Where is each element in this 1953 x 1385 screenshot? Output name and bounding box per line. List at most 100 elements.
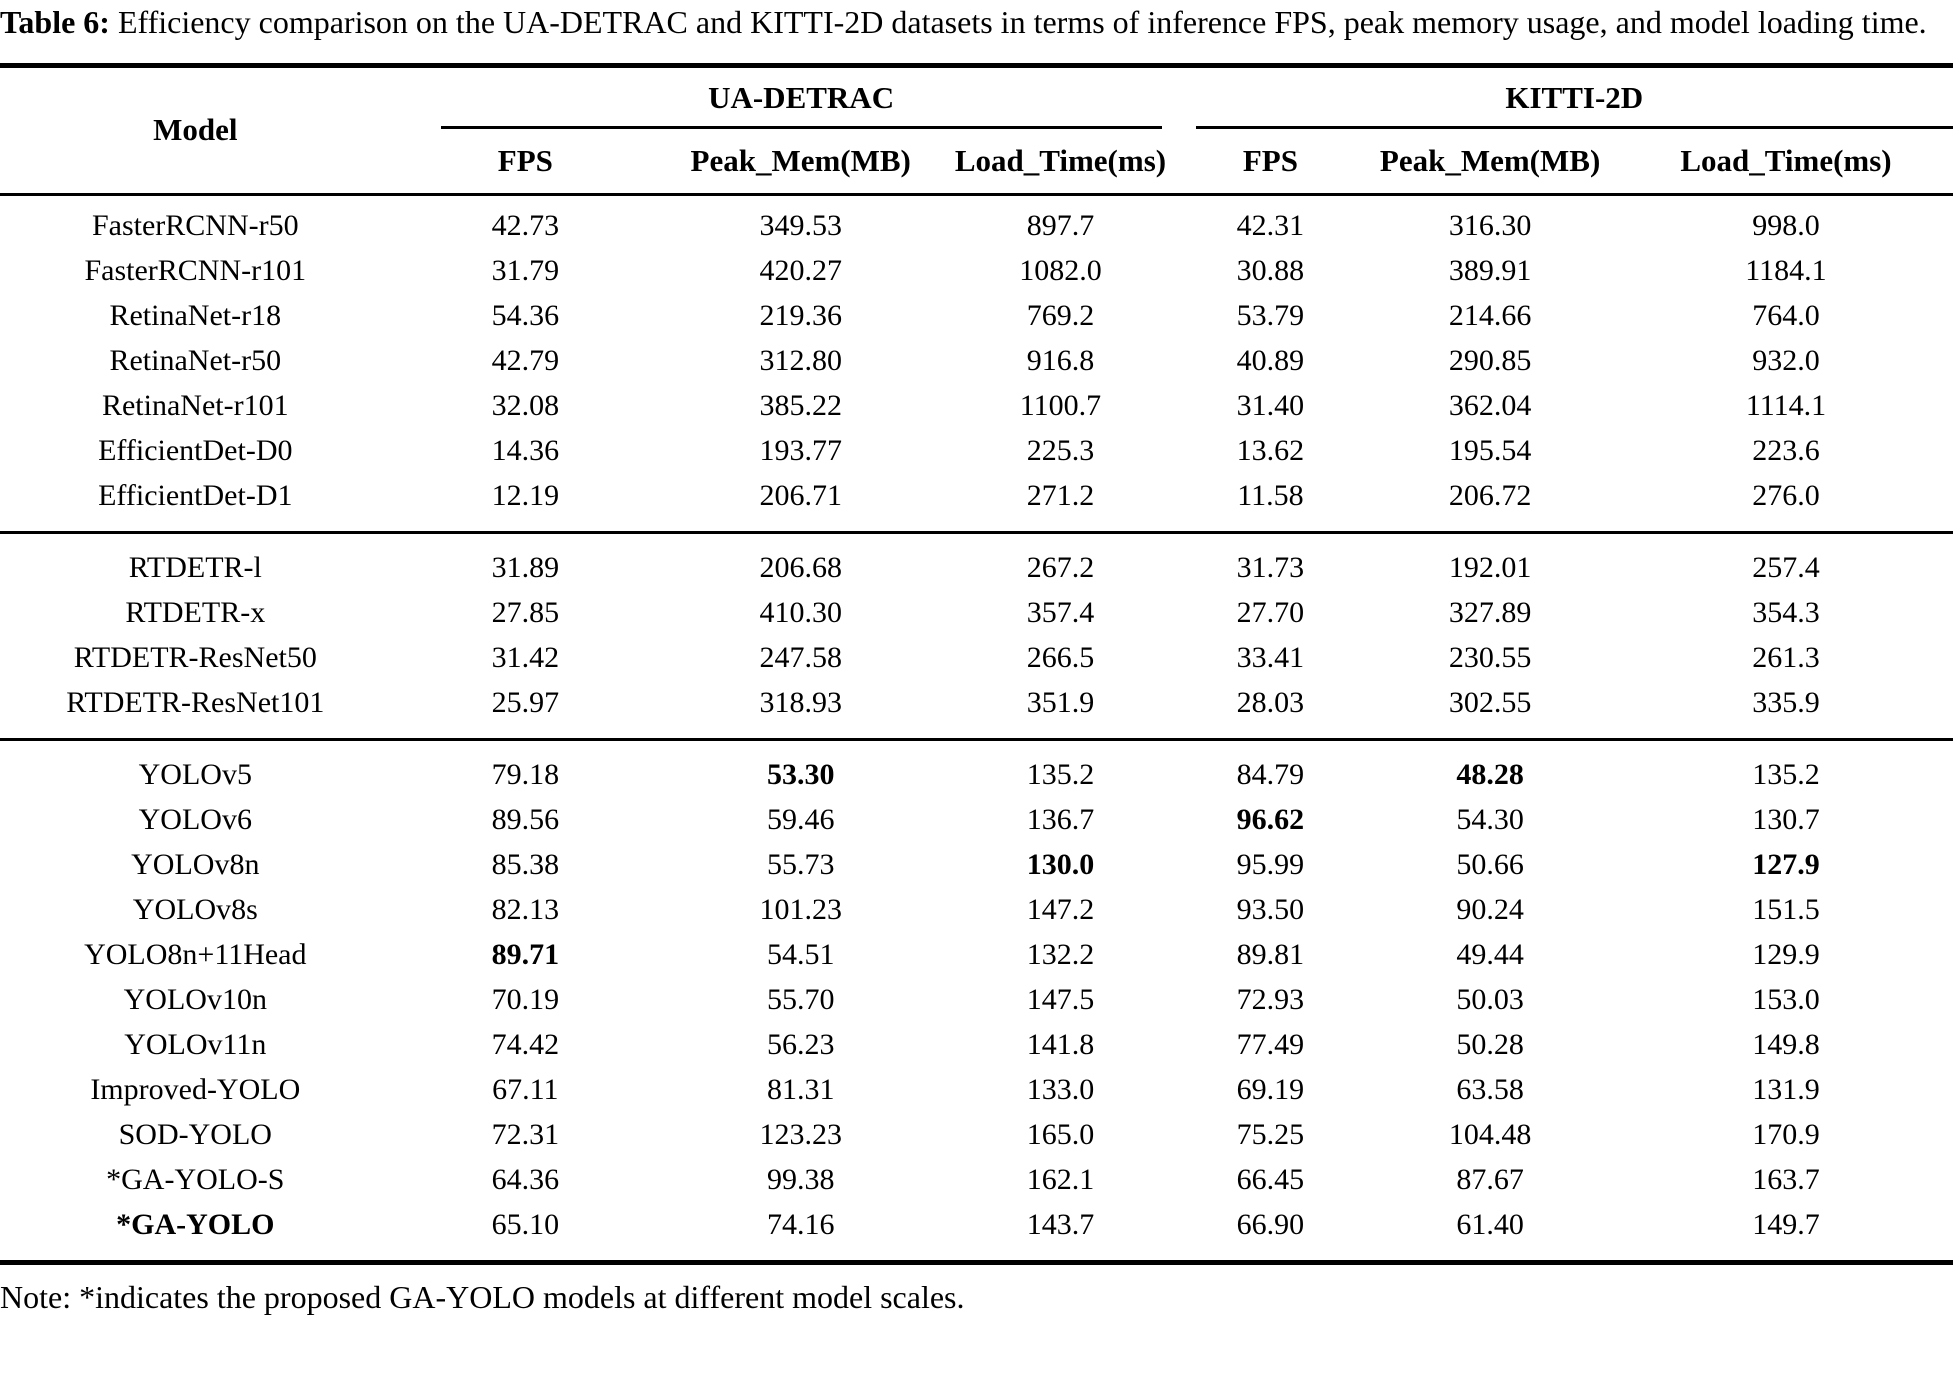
value-cell: 64.36 <box>491 1163 560 1197</box>
value-cell: 1082.0 <box>1019 254 1102 288</box>
table-row: YOLOv6 89.56 59.46 136.7 96.62 54.30 130.7 <box>0 798 1953 843</box>
group-header-row: Model UA-DETRAC KITTI-2D <box>0 65 1953 196</box>
value-cell: 170.9 <box>1752 1118 1820 1152</box>
value-cell: 133.0 <box>1026 1073 1095 1107</box>
value-cell: 127.9 <box>1752 848 1820 882</box>
value-cell: 87.67 <box>1456 1163 1524 1197</box>
value-cell: 932.0 <box>1752 344 1820 378</box>
value-cell: 302.55 <box>1448 686 1532 720</box>
model-cell: YOLO8n+11Head <box>84 938 307 972</box>
value-cell: 247.58 <box>759 641 842 675</box>
model-cell: YOLOv10n <box>123 983 267 1017</box>
table-row: FasterRCNN-r101 31.79 420.27 1082.0 30.88 389… <box>0 249 1953 294</box>
table-row: *GA-YOLO 65.10 74.16 143.7 66.90 61.40 149.7 <box>0 1203 1953 1263</box>
column-header-kitti-load-time: Load_Time(ms) <box>1618 128 1953 196</box>
table-row: *GA-YOLO-S 64.36 99.38 162.1 66.45 87.67 163.7 <box>0 1158 1953 1203</box>
table-row: RTDETR-x 27.85 410.30 357.4 27.70 327.89 354.3 <box>0 591 1953 636</box>
value-cell: 40.89 <box>1236 344 1305 378</box>
table-row: RetinaNet-r18 54.36 219.36 769.2 53.79 214.66… <box>0 294 1953 339</box>
value-cell: 85.38 <box>491 848 560 882</box>
value-cell: 143.7 <box>1026 1208 1095 1242</box>
model-cell: RTDETR-x <box>125 596 266 630</box>
value-cell: 351.9 <box>1026 686 1095 720</box>
table-row: EfficientDet-D1 12.19 206.71 271.2 11.58 206.… <box>0 474 1953 533</box>
value-cell: 230.55 <box>1448 641 1532 675</box>
value-cell: 163.7 <box>1752 1163 1820 1197</box>
table-row: SOD-YOLO 72.31 123.23 165.0 75.25 104.48 170.9 <box>0 1113 1953 1158</box>
value-cell: 897.7 <box>1026 209 1095 243</box>
value-cell: 32.08 <box>491 389 560 423</box>
table-row: YOLOv10n 70.19 55.70 147.5 72.93 50.03 153.0 <box>0 978 1953 1023</box>
model-cell: *GA-YOLO-S <box>106 1163 285 1197</box>
value-cell: 59.46 <box>766 803 835 837</box>
value-cell: 53.79 <box>1236 299 1305 333</box>
value-cell: 206.72 <box>1448 479 1532 513</box>
value-cell: 74.42 <box>491 1028 560 1062</box>
efficiency-comparison-table: Model UA-DETRAC KITTI-2D FPS Peak_Mem(MB… <box>0 62 1953 1265</box>
value-cell: 327.89 <box>1448 596 1532 630</box>
model-cell: Improved-YOLO <box>90 1073 301 1107</box>
model-cell: RetinaNet-r18 <box>109 299 282 333</box>
value-cell: 31.89 <box>390 530 661 591</box>
value-cell: 135.2 <box>941 737 1180 798</box>
value-cell: 42.73 <box>491 209 560 243</box>
value-cell: 77.49 <box>1236 1028 1305 1062</box>
value-cell: 55.70 <box>766 983 835 1017</box>
value-cell: 192.01 <box>1361 530 1619 591</box>
value-cell: 31.42 <box>491 641 560 675</box>
value-cell: 225.3 <box>1026 434 1095 468</box>
value-cell: 12.19 <box>491 479 560 513</box>
value-cell: 335.9 <box>1752 686 1820 720</box>
value-cell: 11.58 <box>1237 479 1304 513</box>
value-cell: 42.31 <box>1236 209 1305 243</box>
value-cell: 54.30 <box>1456 803 1524 837</box>
value-cell: 27.70 <box>1236 596 1305 630</box>
value-cell: 132.2 <box>1026 938 1095 972</box>
value-cell: 162.1 <box>1026 1163 1095 1197</box>
model-cell: YOLOv5 <box>0 737 391 798</box>
table-row: Improved-YOLO 67.11 81.31 133.0 69.19 63.58 13… <box>0 1068 1953 1113</box>
value-cell: 1100.7 <box>1019 389 1102 423</box>
model-cell: FasterRCNN-r50 <box>91 209 299 243</box>
value-cell: 104.48 <box>1448 1118 1532 1152</box>
value-cell: 69.19 <box>1236 1073 1305 1107</box>
table-note: Note: *indicates the proposed GA-YOLO mo… <box>0 1278 965 1315</box>
value-cell: 357.4 <box>1026 596 1095 630</box>
value-cell: 93.50 <box>1236 893 1305 927</box>
value-cell: 1114.1 <box>1745 389 1827 423</box>
value-cell: 50.03 <box>1456 983 1524 1017</box>
model-cell: RetinaNet-r50 <box>109 344 282 378</box>
value-cell: 123.23 <box>759 1118 842 1152</box>
value-cell: 130.7 <box>1752 803 1820 837</box>
value-cell: 136.7 <box>1026 803 1095 837</box>
value-cell: 54.36 <box>491 299 560 333</box>
value-cell: 276.0 <box>1752 479 1820 513</box>
table-row: RTDETR-l 31.89 206.68 267.2 31.73 192.01 257.4 <box>0 530 1953 591</box>
value-cell: 362.04 <box>1448 389 1532 423</box>
value-cell: 149.8 <box>1752 1028 1820 1062</box>
value-cell: 195.54 <box>1448 434 1532 468</box>
model-cell: EfficientDet-D1 <box>98 479 293 513</box>
value-cell: 130.0 <box>1026 848 1095 882</box>
value-cell: 50.28 <box>1456 1028 1524 1062</box>
value-cell: 63.58 <box>1456 1073 1524 1107</box>
value-cell: 223.6 <box>1752 434 1820 468</box>
value-cell: 84.79 <box>1179 737 1362 798</box>
value-cell: 193.77 <box>759 434 842 468</box>
model-cell: YOLOv8n <box>131 848 260 882</box>
model-cell: YOLOv6 <box>138 803 252 837</box>
value-cell: 72.31 <box>491 1118 560 1152</box>
group-header-ua-detrac-label: UA-DETRAC <box>440 80 1162 129</box>
value-cell: 147.2 <box>1026 893 1095 927</box>
column-header-kitti-fps: FPS <box>1179 128 1362 196</box>
value-cell: 82.13 <box>491 893 560 927</box>
value-cell: 165.0 <box>1026 1118 1095 1152</box>
value-cell: 266.5 <box>1026 641 1095 675</box>
value-cell: 219.36 <box>759 299 842 333</box>
value-cell: 101.23 <box>759 893 842 927</box>
value-cell: 79.18 <box>390 737 661 798</box>
value-cell: 129.9 <box>1752 938 1820 972</box>
value-cell: 153.0 <box>1752 983 1820 1017</box>
value-cell: 54.51 <box>766 938 835 972</box>
value-cell: 99.38 <box>766 1163 835 1197</box>
